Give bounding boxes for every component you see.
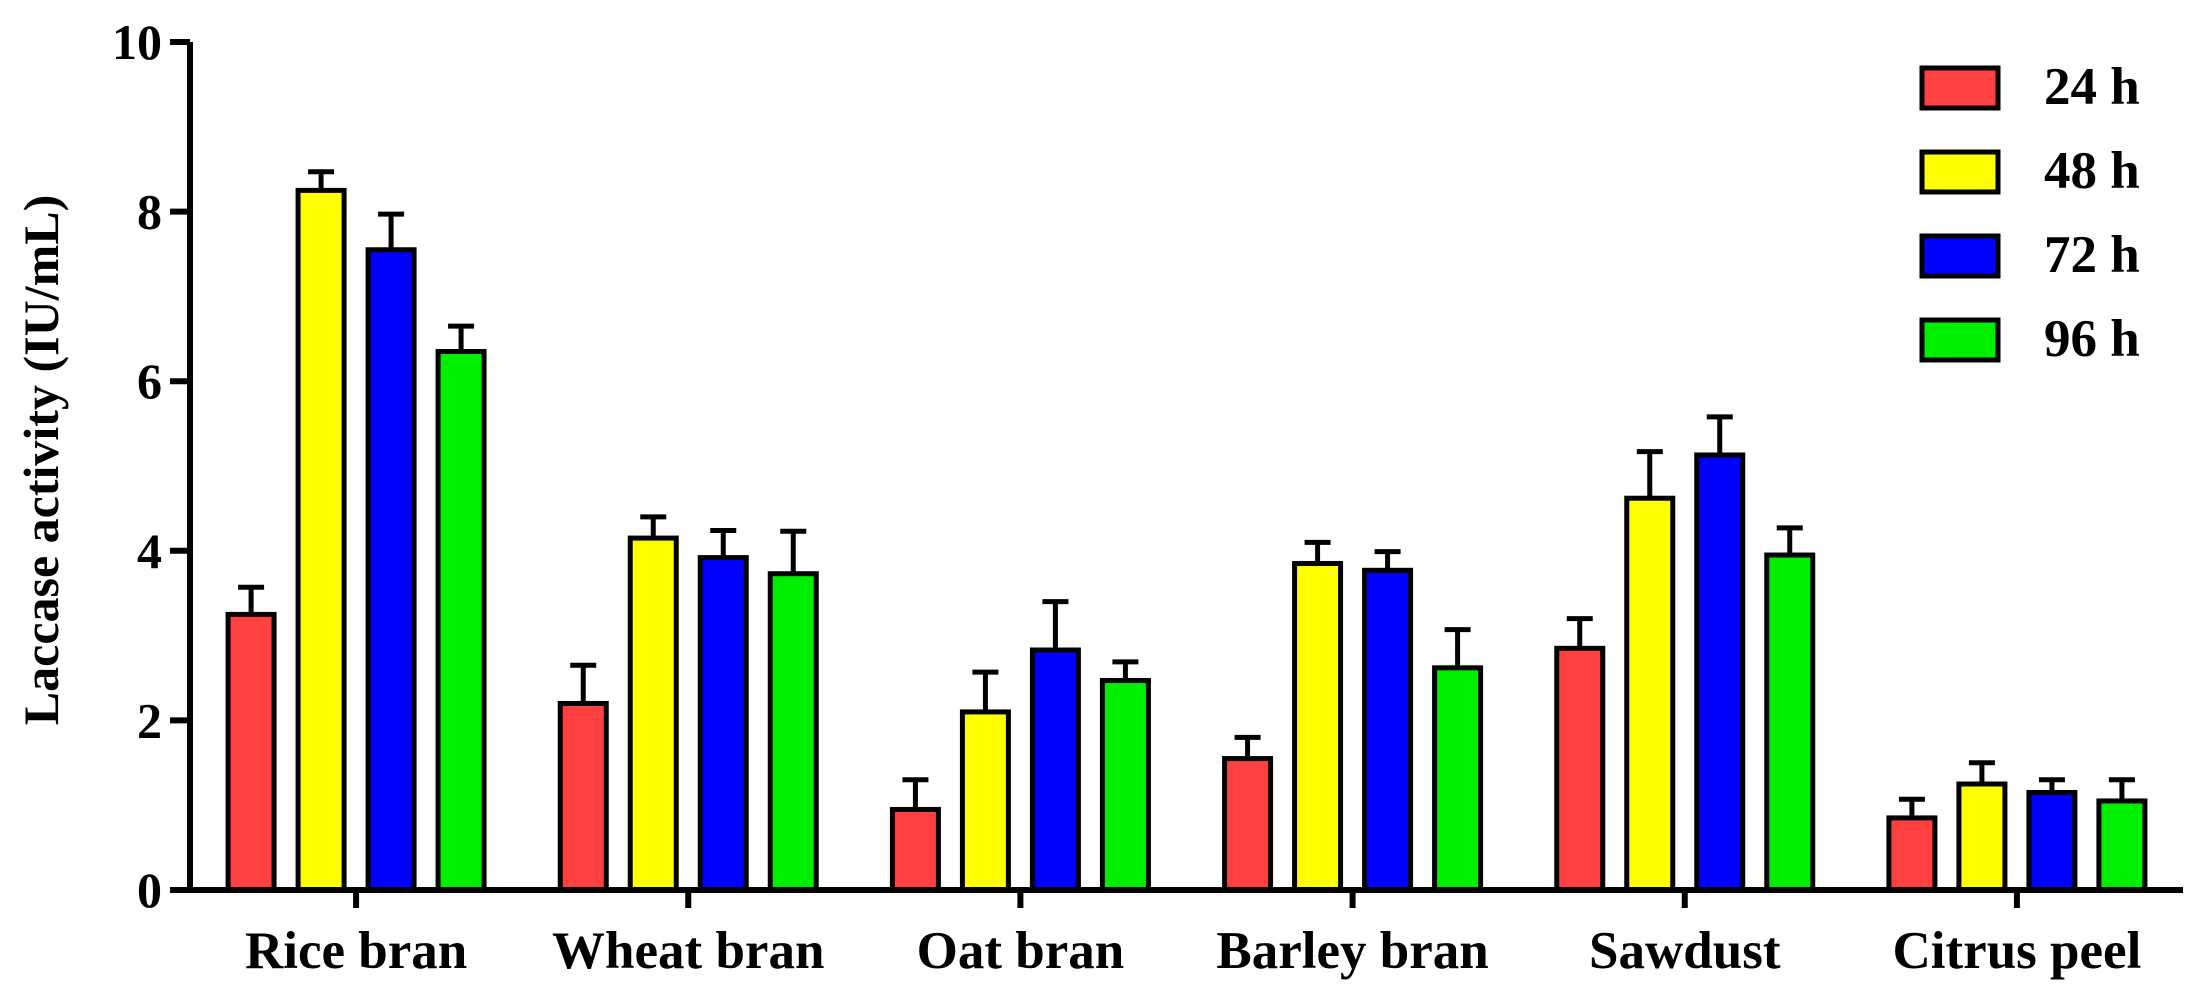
bar <box>1956 781 2008 893</box>
bar-group <box>1956 760 2008 893</box>
bar <box>1554 645 1606 893</box>
bar <box>1292 561 1344 893</box>
x-tick-label: Sawdust <box>1589 922 1781 980</box>
bar <box>1694 452 1746 893</box>
bar <box>1362 567 1414 893</box>
bar <box>1886 815 1938 893</box>
bar-group <box>225 584 277 893</box>
legend-item: 48 h <box>1919 142 2140 200</box>
bar-group <box>2026 777 2078 893</box>
bar <box>889 806 941 893</box>
legend-swatch <box>1919 65 2001 111</box>
y-tick-label: 0 <box>137 862 162 918</box>
bar-group <box>295 169 347 893</box>
y-tick-label: 6 <box>137 353 162 409</box>
x-tick-label: Citrus peel <box>1893 922 2142 980</box>
bar-group <box>1099 659 1151 893</box>
x-tick-label: Wheat bran <box>552 922 824 980</box>
y-tick-label: 2 <box>137 692 162 748</box>
bar <box>365 247 417 893</box>
bar-group <box>2096 777 2148 893</box>
bar <box>1099 678 1151 893</box>
bar <box>1029 647 1081 893</box>
bar-group <box>1222 734 1274 893</box>
bar-group <box>1694 414 1746 893</box>
bar-group <box>1886 796 1938 893</box>
legend-item: 96 h <box>1919 310 2140 368</box>
y-tick-label: 4 <box>137 523 162 579</box>
legend-item: 72 h <box>1919 226 2140 284</box>
bar-group <box>627 514 679 893</box>
bar <box>767 571 819 893</box>
legend-swatch <box>1919 149 2001 195</box>
bar <box>1222 756 1274 893</box>
bar <box>2026 789 2078 893</box>
legend: 24 h 48 h 72 h 96 h <box>1919 58 2140 368</box>
bar <box>627 535 679 893</box>
legend-swatch <box>1919 317 2001 363</box>
legend-label: 96 h <box>2044 310 2140 368</box>
bar-group <box>959 669 1011 893</box>
bar-group <box>1554 616 1606 893</box>
legend-item: 24 h <box>1919 58 2140 116</box>
bar-group <box>1029 599 1081 893</box>
bar-group <box>365 211 417 893</box>
bar-group <box>889 777 941 893</box>
axes-layer: 0 2 4 6 8 10 Rice bran Wheat bran Oat bran Barley… <box>112 14 2183 980</box>
bar-group <box>1292 539 1344 893</box>
bar <box>2096 798 2148 893</box>
bar <box>1764 552 1816 893</box>
bar <box>959 709 1011 893</box>
bar <box>295 187 347 893</box>
bar <box>1432 665 1484 893</box>
x-tick-label: Rice bran <box>245 922 467 980</box>
legend-swatch <box>1919 233 2001 279</box>
bar-group <box>1362 549 1414 893</box>
x-tick-label: Oat bran <box>917 922 1125 980</box>
y-axis-label: Laccase activity (IU/mL) <box>13 195 69 725</box>
bar <box>225 611 277 893</box>
bar <box>435 349 487 893</box>
y-tick-label: 10 <box>112 14 162 70</box>
y-tick-label: 8 <box>137 184 162 240</box>
bar-group <box>557 662 609 893</box>
bar <box>1624 495 1676 893</box>
bar-group <box>767 528 819 893</box>
bar-group <box>1432 627 1484 893</box>
bar-group <box>1764 525 1816 893</box>
legend-label: 24 h <box>2044 58 2140 116</box>
legend-label: 48 h <box>2044 142 2140 200</box>
bar <box>557 700 609 893</box>
bar-group <box>435 323 487 893</box>
bar-group <box>697 527 749 893</box>
bars-layer <box>225 169 2148 893</box>
x-tick-label: Barley bran <box>1216 922 1488 980</box>
bar <box>697 555 749 893</box>
legend-label: 72 h <box>2044 226 2140 284</box>
bar-group <box>1624 449 1676 893</box>
